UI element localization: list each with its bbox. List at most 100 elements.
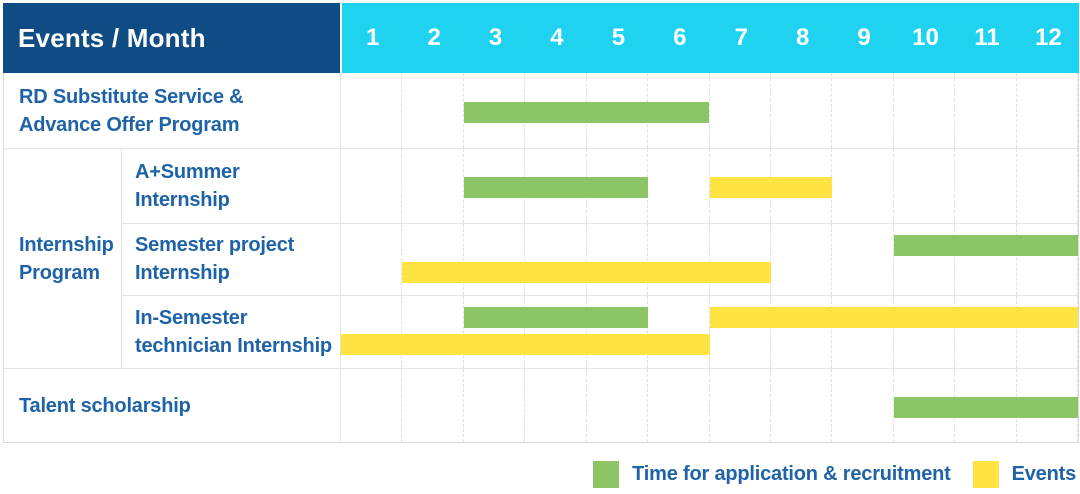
grid-cell (832, 149, 894, 223)
month-label-6: 6 (673, 24, 687, 51)
grid-cell (771, 223, 833, 296)
grid-cell (464, 223, 526, 296)
grid-cell (894, 149, 956, 223)
grid-cell (402, 149, 464, 223)
gantt-bar-green (893, 234, 1078, 256)
grid-cell (464, 369, 526, 442)
month-label-9: 9 (857, 24, 871, 51)
gantt-grid-row (341, 149, 1079, 223)
grid-cell (1017, 149, 1079, 223)
legend-label-events: Events (1011, 463, 1077, 485)
legend-swatch-application-recruitment (593, 461, 620, 488)
header-corner-cell: Events / Month (3, 3, 340, 73)
month-label-5: 5 (611, 24, 626, 51)
month-label-12: 12 (1035, 24, 1062, 51)
month-label-4: 4 (550, 24, 564, 51)
row-rd-substitute-service: RD Substitute Service & Advance Offer Pr… (4, 73, 1079, 148)
month-label-7: 7 (734, 24, 748, 51)
month-label-10: 10 (912, 24, 939, 51)
month-label-3: 3 (488, 24, 503, 51)
row-label-talent-scholarship: Talent scholarship (4, 369, 341, 442)
grid-cell (710, 73, 771, 148)
grid-cell (402, 369, 464, 442)
row-a-plus-summer-internship: A+Summer Internship (122, 149, 1079, 223)
row-label-semester-project: Semester project Internship (122, 223, 341, 296)
gantt-bar-green (463, 101, 710, 123)
grid-cell (341, 223, 403, 296)
grid-cell (525, 223, 587, 296)
gantt-grid-row (341, 73, 1079, 148)
grid-cell (587, 223, 649, 296)
grid-cell (402, 296, 464, 368)
row-label-line: Talent scholarship (19, 394, 191, 417)
group-label-line: Internship (19, 233, 114, 256)
grid-cell (955, 223, 1017, 296)
grid-cell (341, 296, 403, 368)
grid-cell (832, 223, 894, 296)
grid-cell (710, 223, 771, 296)
grid-cell (587, 296, 649, 368)
month-label-2: 2 (427, 24, 441, 51)
grid-cell (832, 73, 894, 148)
grid-cell (955, 73, 1017, 148)
grid-cell (955, 296, 1017, 368)
grid-cell (587, 369, 649, 442)
row-label-line: In-Semester (135, 307, 248, 330)
grid-cell (341, 369, 403, 442)
row-label-line: Internship (135, 262, 230, 285)
grid-cell (648, 369, 710, 442)
month-header-row: 1 2 3 4 5 6 7 8 9 10 11 12 (340, 3, 1079, 73)
row-label-line: Advance Offer Program (19, 113, 240, 136)
row-semester-project-internship: Semester project Internship (122, 222, 1079, 296)
grid-cell (648, 296, 710, 368)
group-label-internship-program: Internship Program (4, 149, 122, 368)
table-header: Events / Month 1 2 3 4 5 6 7 8 9 10 11 12 (3, 3, 1079, 73)
grid-cell (771, 73, 833, 148)
row-label-line: Internship (135, 188, 230, 211)
grid-cell (402, 73, 464, 148)
grid-cell (525, 296, 587, 368)
header-corner-label: Events / Month (18, 22, 206, 53)
grid-cell (1017, 73, 1079, 148)
grid-cell (771, 369, 833, 442)
gantt-bar-yellow (402, 261, 771, 283)
grid-cell (710, 369, 771, 442)
grid-cell (402, 223, 464, 296)
grid-cell (648, 223, 710, 296)
gantt-bar-yellow (709, 307, 1078, 329)
gantt-grid-row (341, 296, 1079, 368)
row-label-rd-substitute: RD Substitute Service & Advance Offer Pr… (4, 73, 341, 148)
grid-cell (894, 296, 956, 368)
gantt-bar-yellow (341, 334, 710, 356)
month-label-8: 8 (795, 24, 810, 51)
group-internship-program: Internship Program A+Summer Internship S… (4, 148, 1079, 368)
legend-label-application-recruitment: Time for application & recruitment (632, 463, 951, 485)
table-body: RD Substitute Service & Advance Offer Pr… (3, 73, 1079, 443)
gantt-grid-row (341, 223, 1079, 296)
gantt-grid-row (341, 369, 1079, 442)
row-label-line: RD Substitute Service & (19, 85, 244, 108)
row-label-line: technician Internship (135, 335, 332, 358)
grid-cell (341, 149, 403, 223)
gantt-bar-green (893, 396, 1078, 418)
grid-cell (1017, 223, 1079, 296)
grid-cell (525, 369, 587, 442)
gantt-bar-green (463, 307, 649, 329)
legend-swatch-events (972, 461, 999, 488)
grid-cell (648, 149, 710, 223)
row-label-a-plus-summer: A+Summer Internship (122, 149, 341, 223)
row-talent-scholarship: Talent scholarship (4, 368, 1079, 442)
grid-cell (832, 296, 894, 368)
group-label-line: Program (19, 261, 100, 284)
grid-cell (832, 369, 894, 442)
row-in-semester-technician-internship: In-Semester technician Internship (122, 295, 1079, 368)
group-subrows: A+Summer Internship Semester project Int… (122, 149, 1079, 368)
month-label-11: 11 (974, 24, 1000, 51)
legend: Time for application & recruitment Event… (593, 460, 1076, 489)
grid-cell (1017, 296, 1079, 368)
gantt-bar-yellow (709, 176, 833, 198)
row-label-line: A+Summer (135, 160, 240, 183)
grid-cell (771, 296, 833, 368)
grid-cell (894, 223, 956, 296)
grid-cell (464, 296, 526, 368)
